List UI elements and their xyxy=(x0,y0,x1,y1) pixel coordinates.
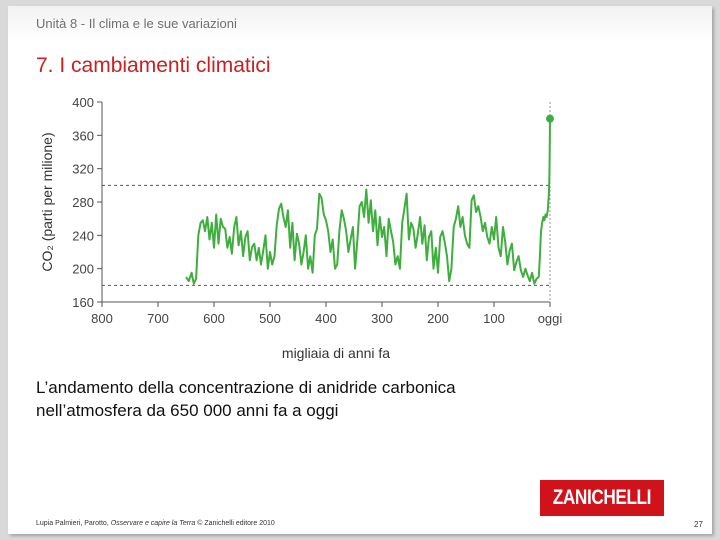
reference-lines xyxy=(102,184,550,286)
chart-caption: L’andamento della concentrazione di anid… xyxy=(36,376,556,422)
y-tick-label: 320 xyxy=(72,162,94,177)
x-tick-label: 500 xyxy=(259,311,281,326)
x-tick-label: oggi xyxy=(538,311,563,326)
x-axis-ticks: 800 700 600 500 400 300 200 100 oggi xyxy=(91,302,562,326)
x-tick-label: 100 xyxy=(483,311,505,326)
x-tick-label: 300 xyxy=(371,311,393,326)
y-axis-ticks: 160 200 240 280 320 360 400 xyxy=(72,95,102,310)
slide: Unità 8 - Il clima e le sue variazioni 7… xyxy=(8,6,712,534)
present-day-marker xyxy=(546,114,554,123)
page-number: 27 xyxy=(694,520,703,529)
x-axis-label: migliaia di anni fa xyxy=(282,345,390,361)
logo-text: ZANICHELLI xyxy=(552,486,652,509)
caption-line-1: L’andamento della concentrazione di anid… xyxy=(36,378,456,397)
x-tick-label: 600 xyxy=(203,311,225,326)
slide-title: 7. I cambiamenti climatici xyxy=(36,54,271,77)
y-tick-label: 200 xyxy=(72,262,94,277)
x-tick-label: 400 xyxy=(315,311,337,326)
y-tick-label: 160 xyxy=(72,295,94,310)
y-tick-label: 280 xyxy=(72,195,94,210)
x-tick-label: 700 xyxy=(147,311,169,326)
footer-credit: Lupia Palmieri, Parotto, Osservare e cap… xyxy=(36,520,275,527)
y-axis-label: CO₂ (parti per milione) xyxy=(39,132,55,271)
x-tick-label: 200 xyxy=(427,311,449,326)
x-tick-label: 800 xyxy=(91,311,113,326)
caption-line-2: nell’atmosfera da 650 000 anni fa a oggi xyxy=(36,401,339,420)
zanichelli-logo: ZANICHELLI xyxy=(540,480,664,516)
footer-publisher: © Zanichelli editore 2010 xyxy=(197,520,275,527)
y-tick-label: 360 xyxy=(72,128,94,143)
chart-frame xyxy=(101,102,551,303)
footer-authors: Lupia Palmieri, Parotto, xyxy=(36,520,109,527)
header-bar xyxy=(8,6,712,42)
co2-series-line xyxy=(185,118,551,285)
unit-title: Unità 8 - Il clima e le sue variazioni xyxy=(36,16,237,31)
y-tick-label: 240 xyxy=(72,228,94,243)
y-tick-label: 400 xyxy=(72,95,94,110)
co2-chart: 160 200 240 280 320 360 400 800 700 600 500 400 300… xyxy=(39,95,562,361)
footer-book-title: Osservare e capire la Terra xyxy=(110,520,196,527)
